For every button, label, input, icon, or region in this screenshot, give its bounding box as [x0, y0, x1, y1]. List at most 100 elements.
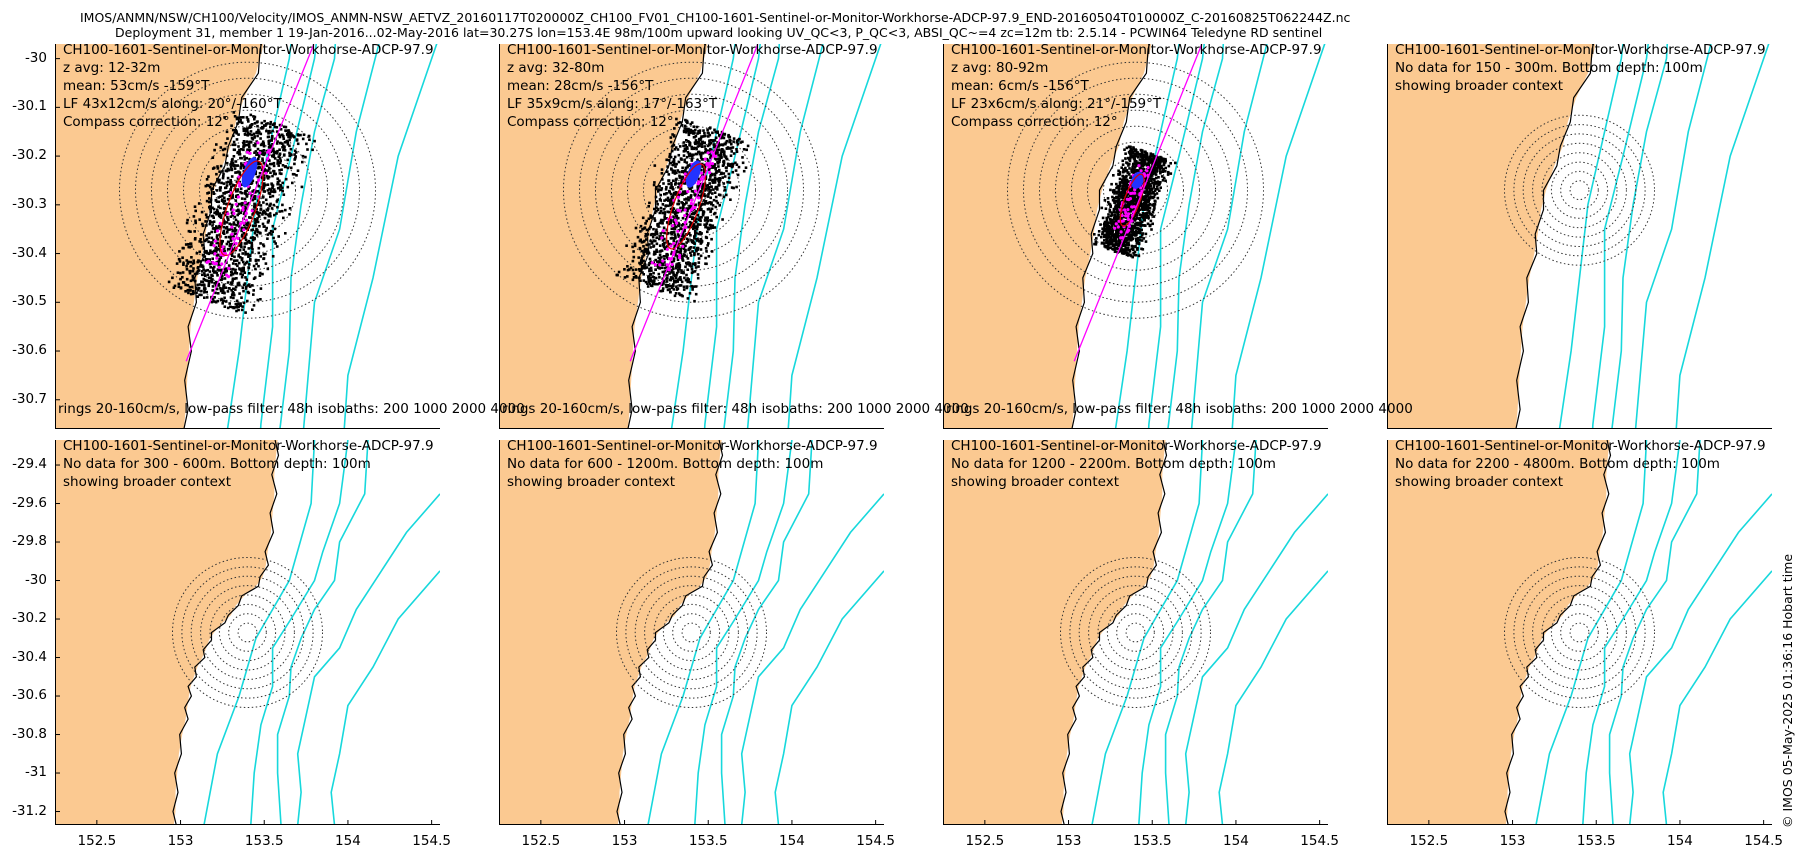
- speed-ring: [1055, 109, 1216, 271]
- speed-ring: [625, 566, 758, 699]
- coastline: [616, 440, 724, 825]
- speed-ring: [563, 61, 820, 319]
- principal-axis-line: [1073, 44, 1203, 362]
- panel-title: CH100-1601-Sentinel-or-Monitor-Workhorse…: [1395, 438, 1766, 454]
- panel-1-annotation: CH100-1601-Sentinel-or-Monitor-Workhorse…: [63, 41, 434, 131]
- isobath-line: [330, 570, 440, 825]
- speed-ring: [199, 141, 296, 239]
- speed-ring: [1504, 114, 1655, 266]
- speed-ring: [1550, 603, 1609, 662]
- speed-ring: [1097, 594, 1174, 671]
- principal-axis-line: [185, 44, 315, 362]
- speed-ring: [1522, 575, 1637, 690]
- x-tick-label: 153: [1499, 833, 1526, 849]
- speed-ring: [579, 77, 804, 303]
- panel-info-line: showing broader context: [951, 474, 1120, 490]
- isobath-line: [647, 440, 760, 825]
- panel-info-line: LF 23x6cm/s along: 21°/-159°T: [951, 96, 1162, 112]
- x-tick-label: 154.5: [856, 833, 895, 849]
- speed-ring: [1007, 61, 1264, 319]
- land-area: [499, 44, 708, 429]
- panel-info-line: No data for 300 - 600m. Bottom depth: 10…: [63, 456, 371, 472]
- header-filename: IMOS/ANMN/NSW/CH100/Velocity/IMOS_ANMN-N…: [80, 10, 1351, 25]
- speed-ring: [1039, 93, 1232, 287]
- x-tick-label: 153.5: [1576, 833, 1616, 849]
- speed-ring: [595, 93, 788, 287]
- panel-info-line: mean: 53cm/s -159°T: [63, 78, 210, 94]
- speed-ring: [1541, 594, 1618, 671]
- speed-ring: [634, 575, 749, 690]
- isobath-line: [1611, 44, 1669, 429]
- x-tick-label: 153: [1055, 833, 1082, 849]
- y-tick-label: -30: [24, 49, 47, 66]
- speed-ring: [1560, 170, 1599, 210]
- y-tick-label: -30.1: [12, 98, 47, 115]
- land-area: [55, 44, 264, 429]
- panel-7-plot: [943, 440, 1328, 825]
- y-tick-label: -30.3: [12, 195, 47, 212]
- speed-ring: [643, 141, 740, 239]
- speed-ring: [653, 594, 730, 671]
- panel-6: [499, 440, 884, 825]
- speed-ring: [1103, 157, 1168, 223]
- x-tick-label: 152.5: [1409, 833, 1449, 849]
- isobath-line: [1218, 570, 1328, 825]
- principal-axis-line: [629, 44, 759, 362]
- isobath-line: [1628, 493, 1772, 825]
- panel-4-annotation: CH100-1601-Sentinel-or-Monitor-Workhorse…: [1395, 41, 1766, 95]
- isobath-line: [774, 570, 884, 825]
- panel-4: [1387, 44, 1772, 429]
- speed-ring: [1106, 603, 1165, 662]
- panel-5-plot: [55, 440, 440, 825]
- isobath-line: [1558, 44, 1624, 429]
- x-tick-label: 152.5: [521, 833, 561, 849]
- panel-1-plot: [55, 44, 440, 429]
- speed-ring: [616, 557, 767, 708]
- panel-3-annotation: CH100-1601-Sentinel-or-Monitor-Workhorse…: [951, 41, 1322, 131]
- land-area: [1387, 44, 1596, 429]
- panel-footer: rings 20-160cm/s, low-pass filter: 48h i…: [502, 401, 969, 417]
- panel-info-line: z avg: 32-80m: [507, 60, 605, 76]
- panel-2: [499, 44, 884, 429]
- panel-title: CH100-1601-Sentinel-or-Monitor-Workhorse…: [951, 42, 1322, 58]
- speed-ring: [1060, 557, 1211, 708]
- speed-ring: [1532, 142, 1627, 238]
- panel-footer: rings 20-160cm/s, low-pass filter: 48h i…: [58, 401, 525, 417]
- panel-3-plot: [943, 44, 1328, 429]
- mean-velocity-marker: [686, 160, 701, 188]
- coastline: [1060, 440, 1168, 825]
- isobath-line: [343, 44, 438, 429]
- isobath-line: [1167, 44, 1225, 429]
- land-area: [943, 440, 1166, 825]
- speed-ring: [1078, 575, 1193, 690]
- isobath-line: [1091, 440, 1204, 825]
- panel-info-line: z avg: 12-32m: [63, 60, 161, 76]
- isobath-line: [1138, 440, 1237, 825]
- land-area: [943, 44, 1152, 429]
- x-tick-label: 154.5: [1300, 833, 1339, 849]
- y-tick-label: -30.6: [12, 687, 47, 704]
- panel-info-line: Compass correction: 12°: [951, 114, 1118, 130]
- panel-info-line: No data for 2200 - 4800m. Bottom depth: …: [1395, 456, 1720, 472]
- y-tick-label: -29.8: [12, 533, 47, 550]
- panel-info-line: Compass correction: 12°: [507, 114, 674, 130]
- speed-ring: [681, 622, 702, 643]
- panel-2-plot: [499, 44, 884, 429]
- speed-ring: [1088, 585, 1183, 680]
- variance-ellipse: [666, 163, 707, 250]
- speed-ring: [190, 575, 305, 690]
- speed-ring: [1069, 566, 1202, 699]
- panel-8: [1387, 440, 1772, 825]
- speed-ring: [228, 613, 267, 652]
- panel-info-line: No data for 600 - 1200m. Bottom depth: 1…: [507, 456, 824, 472]
- panel-title: CH100-1601-Sentinel-or-Monitor-Workhorse…: [63, 438, 434, 454]
- panel-4-plot: [1387, 44, 1772, 429]
- y-tick-label: -31.2: [12, 802, 47, 819]
- speed-ring: [200, 585, 295, 680]
- panel-7: [943, 440, 1328, 825]
- speed-ring: [662, 603, 721, 662]
- speed-ring: [209, 594, 286, 671]
- y-tick-label: -30.2: [12, 610, 47, 627]
- speed-ring: [1569, 180, 1590, 201]
- panel-info-line: LF 35x9cm/s along: 17°/-163°T: [507, 96, 718, 112]
